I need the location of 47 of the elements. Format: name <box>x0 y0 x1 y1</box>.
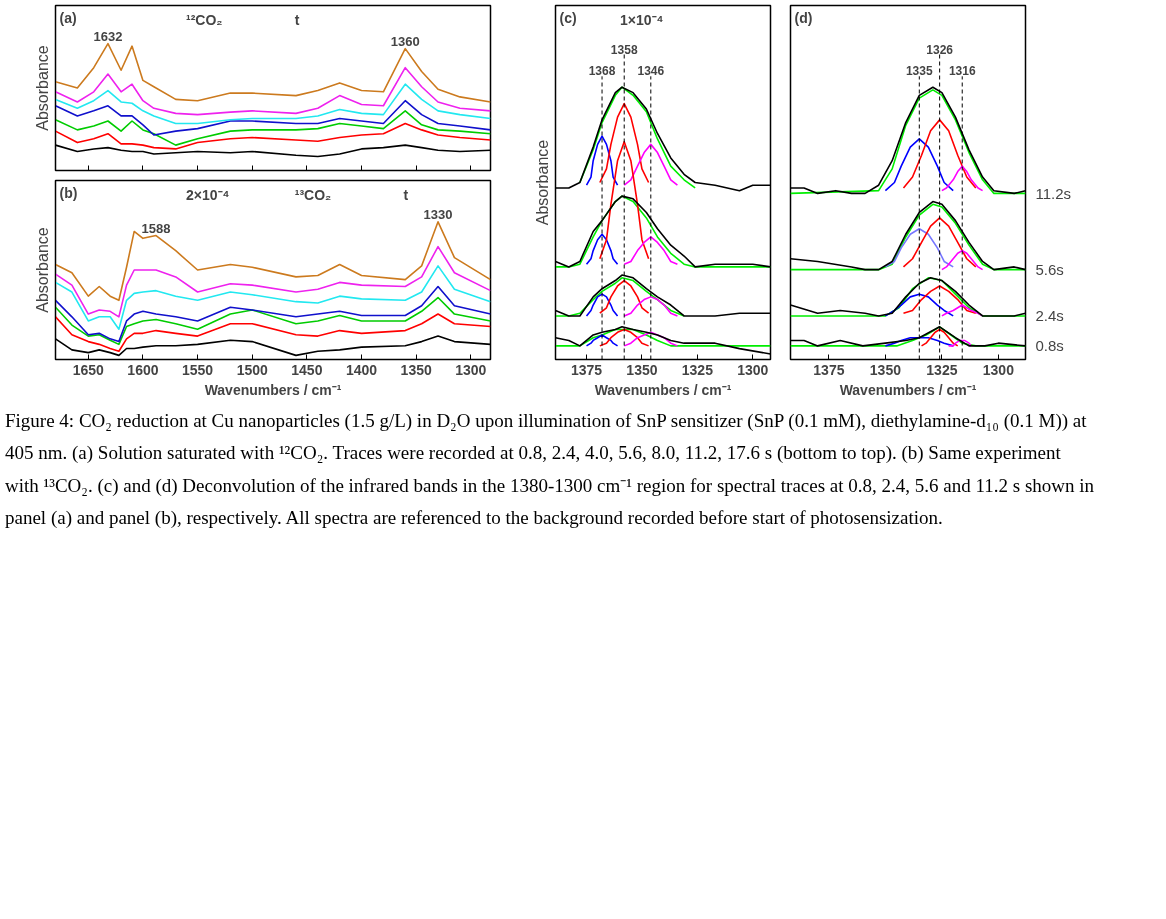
x-tick-label: 1325 <box>681 361 714 378</box>
x-axis-title: Wavenumbers / cm⁻¹ <box>204 381 342 398</box>
ref-line-label: 1358 <box>610 42 638 57</box>
annotation: 1330 <box>423 206 453 222</box>
x-tick-label: 1350 <box>626 361 658 378</box>
x-tick-label: 1450 <box>291 361 323 378</box>
text: t <box>403 186 409 203</box>
x-tick-label: 1500 <box>236 361 269 378</box>
text: ¹³CO₂ <box>294 186 332 203</box>
x-tick-label: 1350 <box>400 361 432 378</box>
x-tick-label: 1650 <box>72 361 105 378</box>
x-tick-label: 1325 <box>926 361 958 378</box>
x-axis-title: Wavenumbers / cm⁻¹ <box>594 381 732 398</box>
ref-line-label: 1368 <box>588 64 616 79</box>
annotation: 0.8s <box>1035 337 1064 355</box>
x-tick-label: 1350 <box>869 361 902 378</box>
ref-line-label: 1335 <box>905 64 933 79</box>
text: t <box>294 11 300 28</box>
ref-line-label: 1346 <box>637 64 665 79</box>
annotation: 5.6s <box>1035 261 1064 279</box>
x-tick-label: 1375 <box>813 361 845 378</box>
annotation: 1588 <box>141 220 171 236</box>
caption: Figure 4: CO₂ reduction at Cu nanoparticles (1.5 g/L) in D₂O upon illumination of SnP sensitizer (SnP (0.1 mM), diethylamine-d₁₀ (0.1 M)) at 405 nm. (a) Solution saturated with ¹²CO₂. Traces were recorded at 0.8, 2.4, 4.0, 5.6, 8.0, 11.2, 17.6 s (bottom to top). (b) Same experiment with ¹³CO₂. (c) and (d) Deconvolution of the infrared bands in the 1380-1300 cm⁻¹ region for spectral traces at 0.8, 2.4, 5.6 and 11.2 s shown in panel (a) and panel (b), respectively. All spectra are referenced to the background recorded before start of photosensization. <box>5 409 1095 530</box>
x-tick-label: 1300 <box>982 361 1015 378</box>
ref-line-label: 1316 <box>948 64 976 79</box>
chart-title: (d) <box>794 9 813 26</box>
annotation: 11.2s <box>1035 184 1072 202</box>
chart-title: (a) <box>59 9 77 26</box>
x-tick-label: 1300 <box>455 361 487 378</box>
annotation: 1360 <box>390 33 420 49</box>
x-tick-label: 1600 <box>127 361 159 378</box>
text: 1×10⁻⁴ <box>620 11 664 28</box>
y-axis-title: Absorbance <box>33 45 51 131</box>
x-axis-title: Wavenumbers / cm⁻¹ <box>839 381 977 398</box>
ref-line-label: 1326 <box>926 42 954 57</box>
x-tick-label: 1375 <box>570 361 603 378</box>
y-axis-title: Absorbance <box>33 227 51 313</box>
text: ¹²CO₂ <box>186 11 223 28</box>
x-tick-label: 1550 <box>182 361 214 378</box>
x-tick-label: 1300 <box>737 361 769 378</box>
chart-title: (c) <box>559 9 577 26</box>
annotation: 1632 <box>93 28 123 44</box>
text: 2×10⁻⁴ <box>186 186 230 203</box>
y-axis-title: Absorbance <box>533 139 551 226</box>
annotation: 2.4s <box>1035 307 1064 325</box>
chart-title: (b) <box>59 184 78 201</box>
x-tick-label: 1400 <box>345 361 378 378</box>
